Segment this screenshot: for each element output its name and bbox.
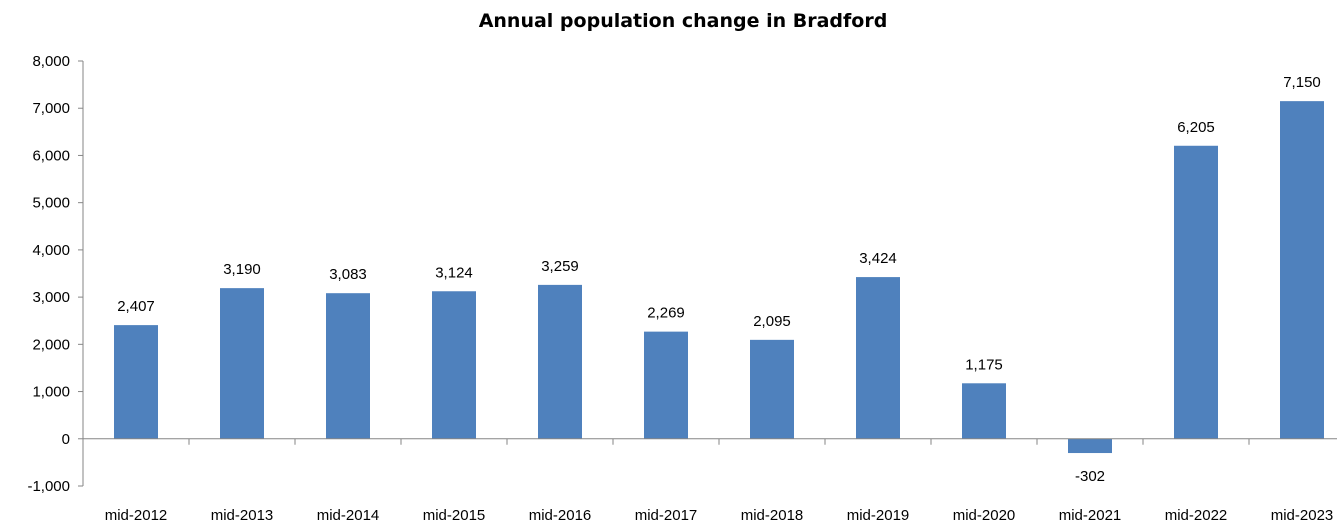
x-tick-label: mid-2017 [635, 507, 698, 524]
x-tick-label: mid-2015 [423, 507, 486, 524]
data-label: 3,124 [435, 264, 473, 281]
x-tick-label: mid-2020 [953, 507, 1016, 524]
bar-mid-2017 [644, 331, 688, 439]
data-label: 3,190 [223, 261, 261, 278]
y-tick-label: 0 [62, 431, 70, 448]
data-label: -302 [1075, 468, 1105, 485]
bar-mid-2022 [1174, 145, 1218, 439]
y-tick-label: 8,000 [32, 53, 70, 70]
bar-mid-2014 [326, 293, 370, 439]
y-tick-label: 7,000 [32, 100, 70, 117]
y-tick-label: 3,000 [32, 289, 70, 306]
x-tick-label: mid-2023 [1271, 507, 1334, 524]
data-labels: 2,407 3,190 3,083 3,124 3,259 2,269 2,095 3,424… [117, 74, 1321, 485]
bars [114, 101, 1324, 454]
data-label: 3,259 [541, 258, 579, 275]
y-axis: -1,000 0 1,000 2,000 3,000 4,000 5,000 6,000 7,0… [27, 53, 84, 495]
y-tick-label: -1,000 [27, 478, 70, 495]
bar-mid-2013 [220, 288, 264, 439]
bar-mid-2016 [538, 284, 582, 439]
bar-mid-2023 [1280, 101, 1324, 439]
data-label: 3,083 [329, 266, 367, 283]
bar-mid-2018 [750, 339, 794, 439]
bar-mid-2012 [114, 325, 158, 439]
data-label: 2,407 [117, 298, 155, 315]
y-tick-label: 4,000 [32, 242, 70, 259]
bar-mid-2020 [962, 383, 1006, 439]
data-label: 3,424 [859, 250, 897, 267]
data-label: 2,269 [647, 305, 685, 322]
x-axis: mid-2012 mid-2013 mid-2014 mid-2015 mid-2016… [82, 438, 1337, 524]
y-tick-label: 5,000 [32, 195, 70, 212]
y-tick-label: 2,000 [32, 336, 70, 353]
x-tick-label: mid-2016 [529, 507, 592, 524]
x-tick-label: mid-2013 [211, 507, 274, 524]
bar-mid-2015 [432, 291, 476, 439]
x-tick-label: mid-2014 [317, 507, 380, 524]
y-tick-label: 1,000 [32, 384, 70, 401]
data-label: 6,205 [1177, 119, 1215, 136]
bar-mid-2019 [856, 277, 900, 439]
chart-title: Annual population change in Bradford [479, 10, 888, 32]
data-label: 7,150 [1283, 74, 1321, 91]
data-label: 2,095 [753, 313, 791, 330]
x-tick-label: mid-2018 [741, 507, 804, 524]
bar-mid-2021 [1068, 438, 1112, 454]
y-tick-label: 6,000 [32, 147, 70, 164]
x-tick-label: mid-2021 [1059, 507, 1122, 524]
data-label: 1,175 [965, 356, 1003, 373]
x-tick-label: mid-2022 [1165, 507, 1228, 524]
x-tick-label: mid-2019 [847, 507, 910, 524]
x-tick-label: mid-2012 [105, 507, 168, 524]
